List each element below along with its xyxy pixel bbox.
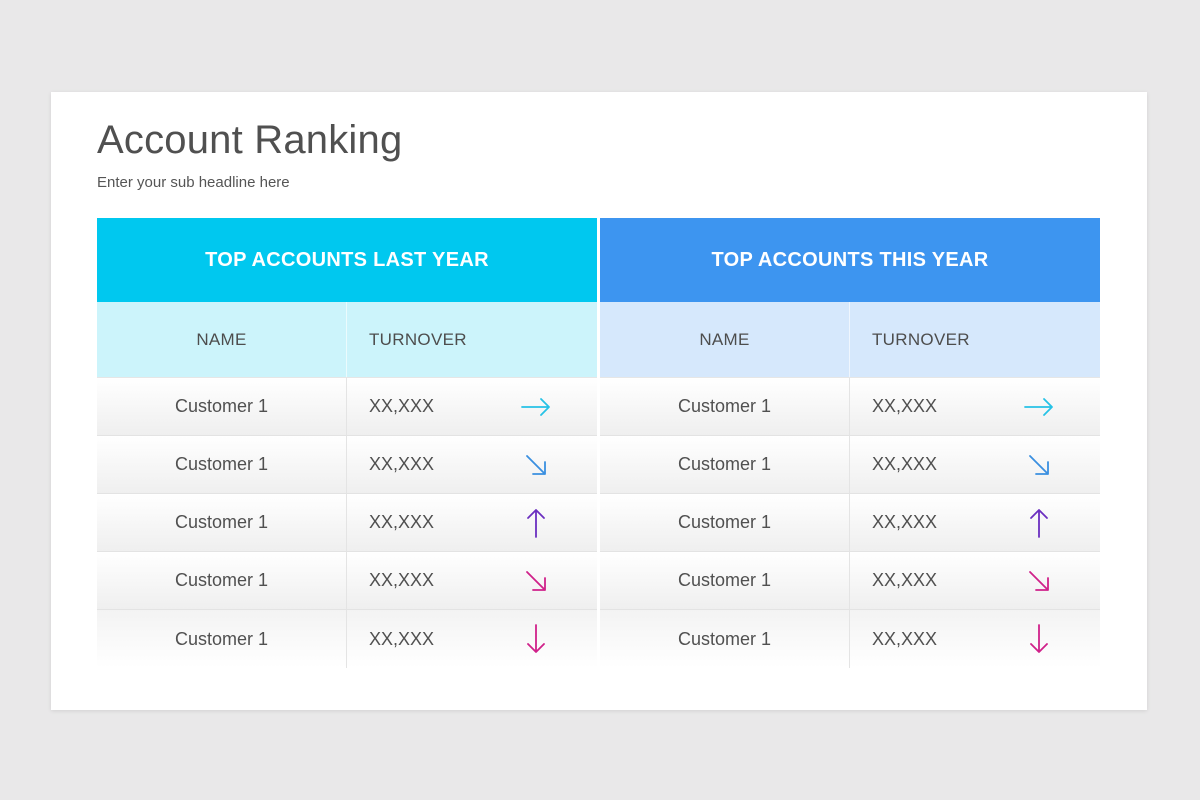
turnover-value: XX,XXX <box>369 512 435 532</box>
arrow-down-icon <box>1022 622 1056 656</box>
turnover-value: XX,XXX <box>872 628 938 649</box>
arrow-up-icon <box>1022 506 1056 540</box>
customer-name: Customer 1 <box>600 494 850 551</box>
turnover-value: XX,XXX <box>369 396 435 416</box>
table-row: Customer 1 XX,XXX <box>97 610 597 668</box>
turnover-value: XX,XXX <box>369 454 435 474</box>
turnover-value: XX,XXX <box>872 454 938 474</box>
column-header-row: NAME TURNOVER <box>97 302 597 378</box>
table-row: Customer 1 XX,XXX <box>600 378 1100 436</box>
table-row: Customer 1 XX,XXX <box>97 436 597 494</box>
table-body: Customer 1 XX,XXX Customer 1 XX,XXX Cust… <box>600 378 1100 668</box>
turnover-value: XX,XXX <box>369 570 435 590</box>
table-row: Customer 1 XX,XXX <box>600 494 1100 552</box>
table-row: Customer 1 XX,XXX <box>600 552 1100 610</box>
customer-name: Customer 1 <box>97 494 347 551</box>
arrow-down-right-icon <box>1022 564 1056 598</box>
customer-name: Customer 1 <box>97 436 347 493</box>
table-body: Customer 1 XX,XXX Customer 1 XX,XXX Cust… <box>97 378 597 668</box>
customer-name: Customer 1 <box>97 610 347 668</box>
column-header-turnover: TURNOVER <box>369 329 467 349</box>
turnover-value: XX,XXX <box>369 628 435 649</box>
customer-name: Customer 1 <box>600 378 850 435</box>
customer-name: Customer 1 <box>600 610 850 668</box>
customer-name: Customer 1 <box>600 552 850 609</box>
column-header-row: NAME TURNOVER <box>600 302 1100 378</box>
arrow-down-icon <box>519 622 553 656</box>
table-row: Customer 1 XX,XXX <box>600 610 1100 668</box>
column-header-name: NAME <box>97 302 347 377</box>
slide: Account Ranking Enter your sub headline … <box>51 92 1147 710</box>
turnover-value: XX,XXX <box>872 512 938 532</box>
arrow-up-icon <box>519 506 553 540</box>
customer-name: Customer 1 <box>97 378 347 435</box>
arrow-right-icon <box>1022 390 1056 424</box>
customer-name: Customer 1 <box>600 436 850 493</box>
arrow-down-right-icon <box>1022 448 1056 482</box>
column-header-name: NAME <box>600 302 850 377</box>
customer-name: Customer 1 <box>97 552 347 609</box>
arrow-right-icon <box>519 390 553 424</box>
page-title: Account Ranking <box>97 118 403 162</box>
table-row: Customer 1 XX,XXX <box>97 552 597 610</box>
turnover-value: XX,XXX <box>872 396 938 416</box>
page-subtitle: Enter your sub headline here <box>97 174 290 191</box>
table-header-this-year: TOP ACCOUNTS THIS YEAR <box>600 218 1100 302</box>
arrow-down-right-icon <box>519 448 553 482</box>
table-header-last-year: TOP ACCOUNTS LAST YEAR <box>97 218 597 302</box>
table-row: Customer 1 XX,XXX <box>97 494 597 552</box>
turnover-value: XX,XXX <box>872 570 938 590</box>
table-row: Customer 1 XX,XXX <box>97 378 597 436</box>
table-row: Customer 1 XX,XXX <box>600 436 1100 494</box>
arrow-down-right-icon <box>519 564 553 598</box>
table-last-year: TOP ACCOUNTS LAST YEAR NAME TURNOVER Cus… <box>97 218 597 668</box>
column-header-turnover: TURNOVER <box>872 329 970 349</box>
table-this-year: TOP ACCOUNTS THIS YEAR NAME TURNOVER Cus… <box>600 218 1100 668</box>
